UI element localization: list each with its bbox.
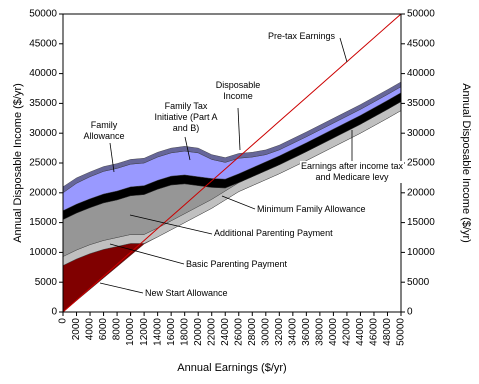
y-tick-label: 10000 <box>29 247 57 258</box>
leader-line <box>129 214 213 235</box>
y-tick-label: 20000 <box>29 187 57 198</box>
y2-tick-label: 45000 <box>407 38 435 49</box>
x-tick-label: 50000 <box>396 318 407 346</box>
y2-tick-label: 30000 <box>407 128 435 139</box>
x-tick-label: 24000 <box>220 318 231 346</box>
y-tick-label: 25000 <box>29 158 57 169</box>
y2-tick-label: 0 <box>407 307 413 318</box>
annotation: Family Tax Initiative (Part A and B) <box>150 101 222 134</box>
x-tick-label: 36000 <box>301 318 312 346</box>
y-tick-label: 35000 <box>29 98 57 109</box>
leader-line <box>221 195 256 210</box>
x-tick-label: 26000 <box>233 318 244 346</box>
annotation: Additional Parenting Payment <box>214 228 333 238</box>
y-tick-label: 5000 <box>35 277 58 288</box>
leader-line <box>99 282 144 294</box>
annotation: New Start Allowance <box>145 288 228 298</box>
x-tick-label: 42000 <box>342 318 353 346</box>
y2-axis-title: Annual Disposable Income ($/yr) <box>460 83 472 243</box>
leader-line <box>109 142 115 173</box>
annotation: Pre-tax Earnings <box>268 31 336 41</box>
x-tick-label: 20000 <box>193 318 204 346</box>
y2-tick-label: 5000 <box>407 277 430 288</box>
leader-line <box>184 136 191 161</box>
x-tick-label: 34000 <box>287 318 298 346</box>
annotation: Minimum Family Allowance <box>257 204 366 214</box>
annotation: Basic Parenting Payment <box>186 259 288 269</box>
y-tick-label: 0 <box>51 307 57 318</box>
y-tick-label: 45000 <box>29 38 57 49</box>
x-tick-label: 40000 <box>328 318 339 346</box>
leader-line <box>339 37 348 63</box>
x-tick-label: 48000 <box>382 318 393 346</box>
y2-tick-label: 50000 <box>407 9 435 20</box>
y-tick-label: 15000 <box>29 217 57 228</box>
x-tick-label: 38000 <box>315 318 326 346</box>
y-axis-title: Annual Disposable Income ($/yr) <box>12 83 24 243</box>
x-tick-label: 32000 <box>274 318 285 346</box>
annotation: Disposable Income <box>208 80 268 102</box>
x-tick-label: 18000 <box>179 318 190 346</box>
annotation: Family Allowance <box>78 120 130 142</box>
x-tick-label: 30000 <box>260 318 271 346</box>
y2-tick-label: 10000 <box>407 247 435 258</box>
x-tick-label: 10000 <box>125 318 136 346</box>
annotation: Earnings after income tax and Medicare l… <box>300 161 404 183</box>
leader-line <box>237 107 241 151</box>
area <box>63 110 401 312</box>
y2-tick-label: 35000 <box>407 98 435 109</box>
y2-tick-label: 15000 <box>407 217 435 228</box>
y-tick-label: 30000 <box>29 128 57 139</box>
x-tick-label: 44000 <box>355 318 366 346</box>
y-tick-label: 40000 <box>29 68 57 79</box>
x-tick-label: 22000 <box>206 318 217 346</box>
x-tick-label: 2000 <box>71 318 82 341</box>
y-tick-label: 50000 <box>29 9 57 20</box>
leader-line <box>109 243 185 265</box>
y2-tick-label: 20000 <box>407 187 435 198</box>
y2-tick-label: 25000 <box>407 158 435 169</box>
x-tick-label: 14000 <box>152 318 163 346</box>
x-tick-label: 46000 <box>369 318 380 346</box>
x-tick-label: 4000 <box>85 318 96 341</box>
x-tick-label: 16000 <box>166 318 177 346</box>
line <box>62 13 402 313</box>
y2-tick-label: 40000 <box>407 68 435 79</box>
x-tick-label: 0 <box>58 318 69 324</box>
x-tick-label: 6000 <box>98 318 109 341</box>
x-axis-title: Annual Earnings ($/yr) <box>177 362 286 374</box>
x-tick-label: 28000 <box>247 318 258 346</box>
x-tick-label: 12000 <box>139 318 150 346</box>
x-tick-label: 8000 <box>112 318 123 341</box>
